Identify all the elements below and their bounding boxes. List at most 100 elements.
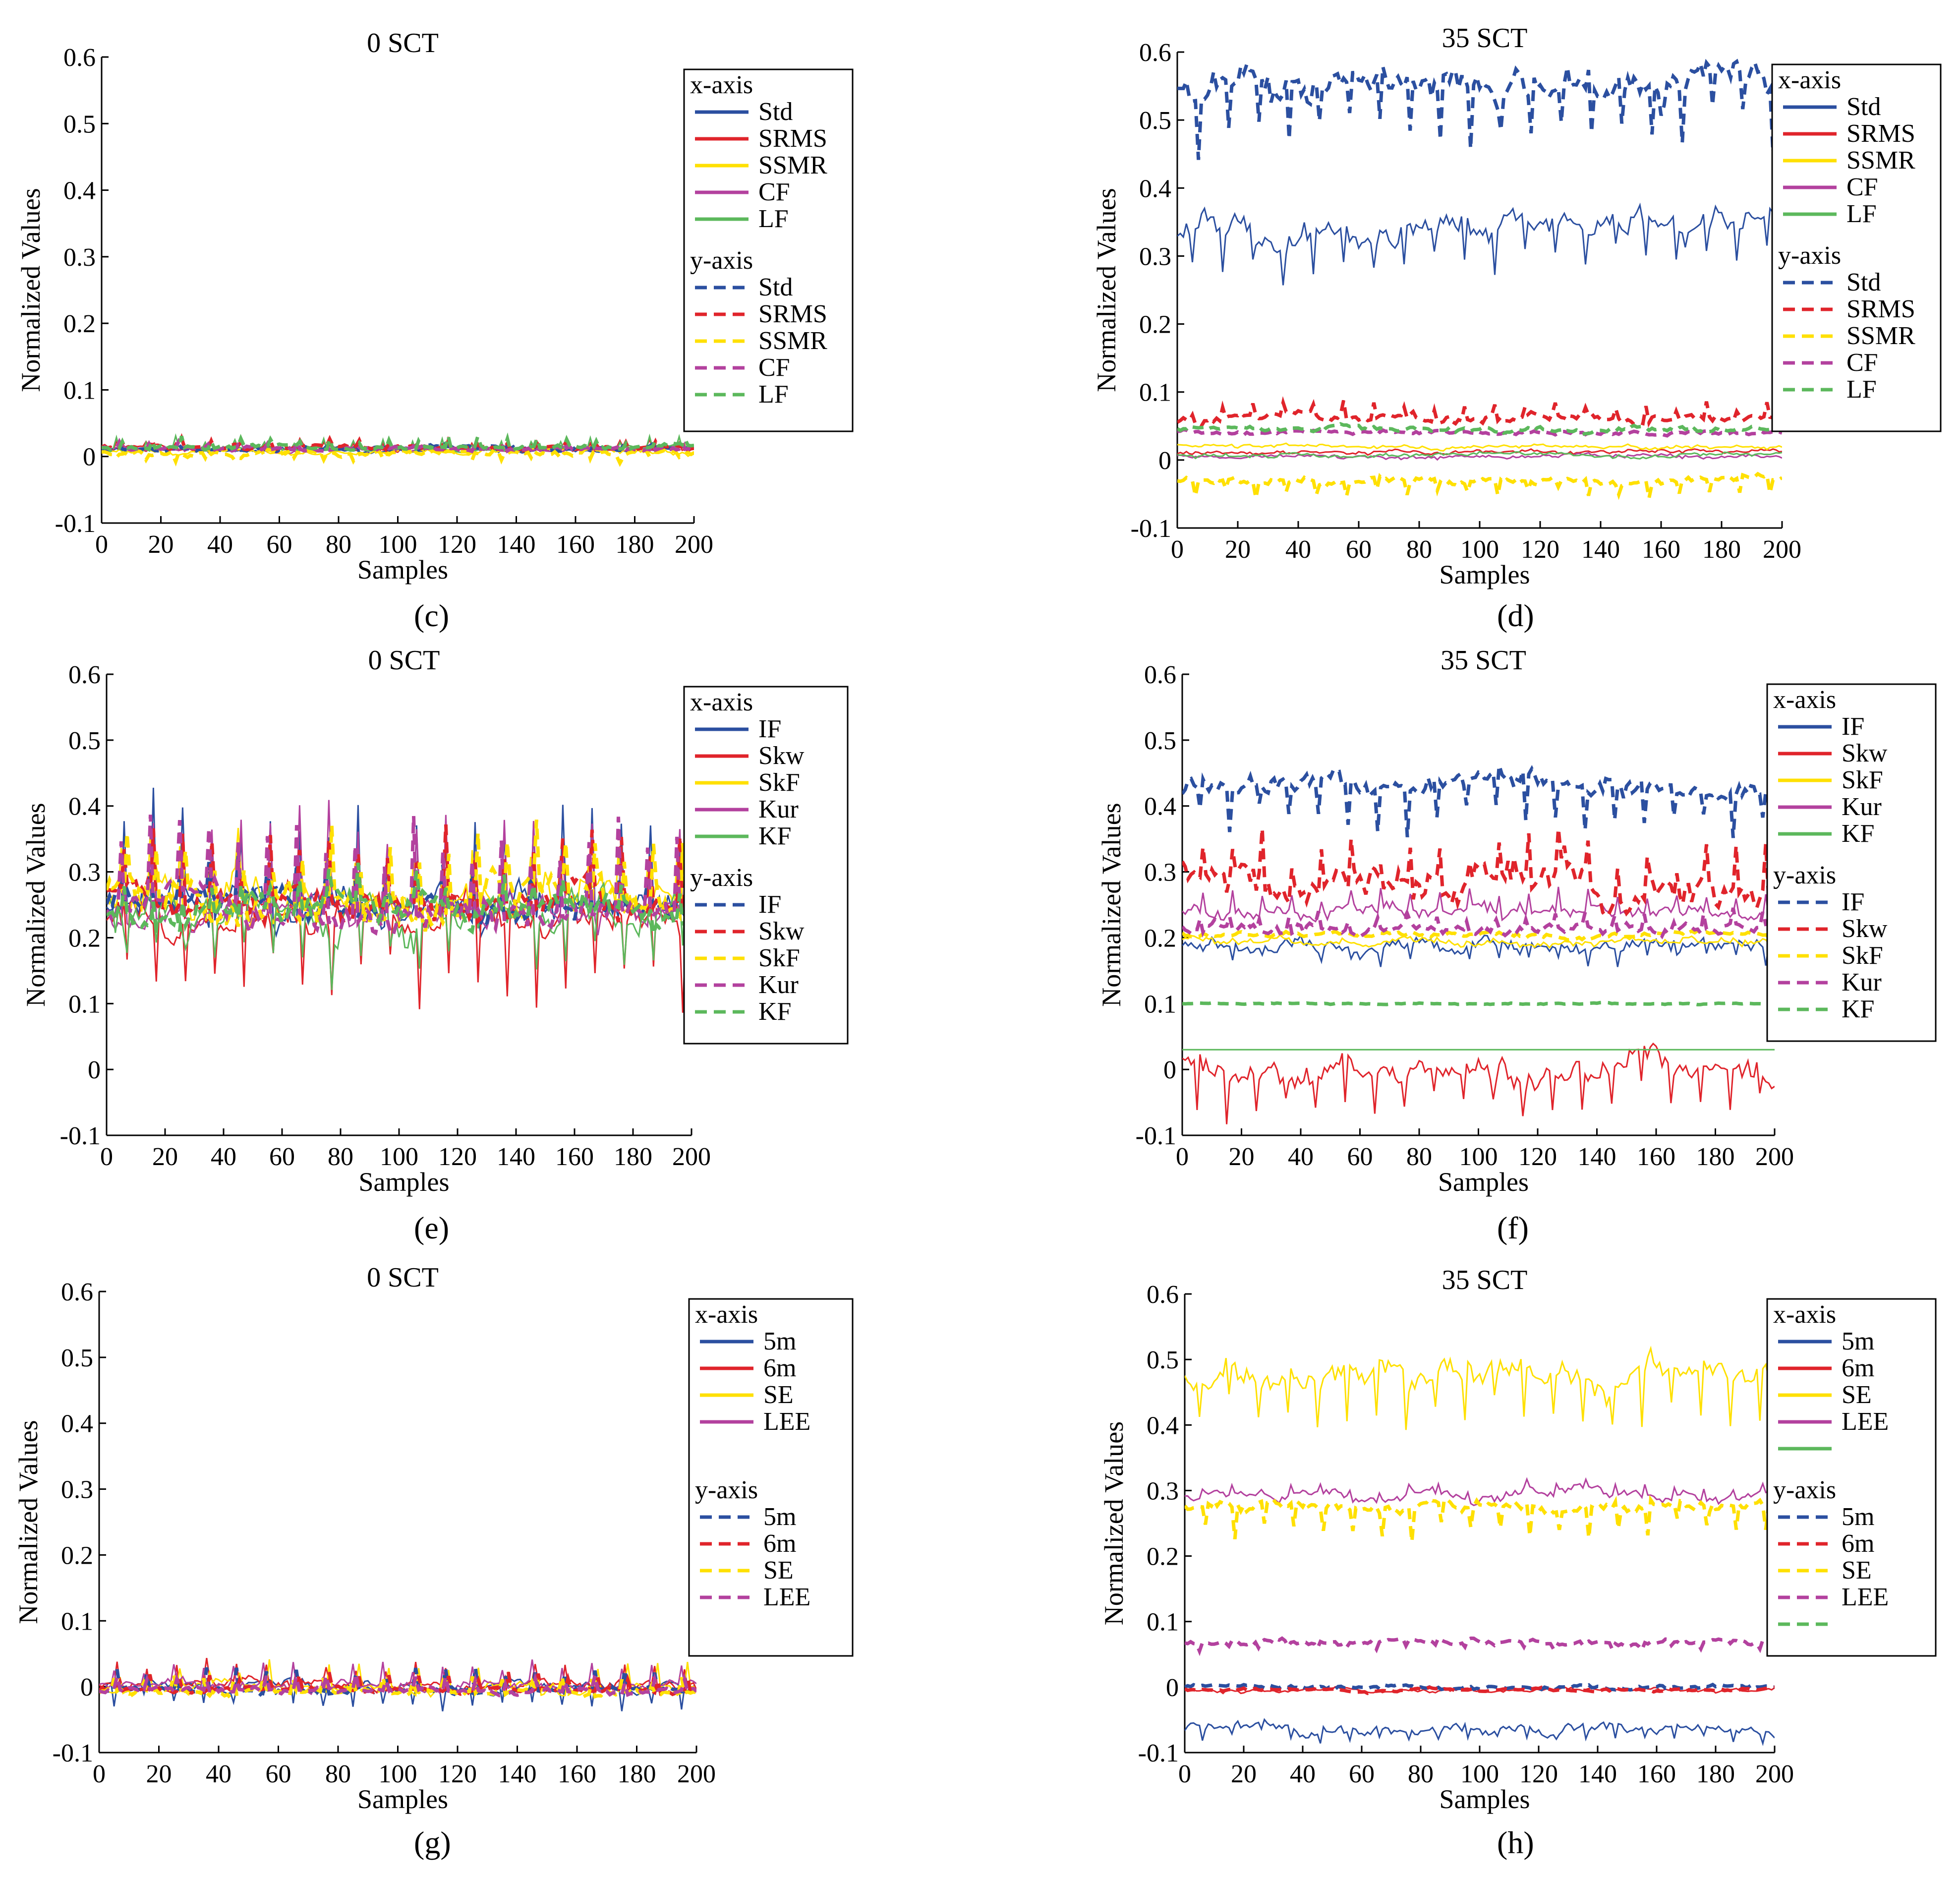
panel-label-f: (f) [1497,1210,1529,1245]
y-tick-label: 0.4 [1139,175,1171,203]
y-tick-label: 0 [83,443,96,471]
x-axis-label: Samples [1440,1784,1530,1814]
legend-label: Kur [1842,793,1882,821]
legend-label: Std [758,98,793,126]
legend-y-title: y-axis [695,1476,758,1504]
legend-label: LEE [763,1408,810,1436]
y-tick-label: 0.5 [1139,107,1171,135]
legend-label: SRMS [1846,119,1915,148]
y-tick-label: 0.5 [1147,1346,1179,1374]
legend-label: CF [1846,173,1878,201]
series-line-y-LEE [99,1672,696,1698]
series-line-x-Kur [1182,886,1775,923]
series-line-x-Std [1177,202,1782,286]
y-tick-label: 0.5 [68,727,101,755]
legend-label: SSMR [1846,322,1915,350]
series-line-y-LF [1177,422,1782,436]
x-tick-label: 20 [146,1760,172,1788]
x-axis-label: Samples [357,555,448,585]
series-line-y-CF [1177,427,1782,438]
x-tick-label: 180 [616,530,654,559]
y-tick-label: -0.1 [60,1122,101,1150]
series-line-y-SSMR [1177,471,1782,502]
legend-label: SRMS [758,300,827,328]
x-tick-label: 120 [438,1143,477,1171]
y-tick-label: 0.5 [63,110,96,138]
x-tick-label: 0 [1171,535,1184,564]
legend-label: SkF [758,944,800,972]
x-tick-label: 60 [269,1143,295,1171]
legend-box [1766,683,1937,1042]
legend-label: CF [758,178,790,206]
x-tick-label: 160 [1637,1143,1675,1171]
x-tick-label: 120 [1519,1760,1558,1788]
y-tick-label: 0 [1166,1674,1179,1702]
y-axis-label: Normalized Values [1096,803,1126,1006]
legend-box [683,68,854,432]
x-tick-label: 100 [380,1143,418,1171]
legend-label: SSMR [758,151,827,179]
x-tick-label: 20 [1229,1143,1255,1171]
series-line-x-LEE [1185,1477,1775,1507]
series-line-y-KF [1182,1000,1775,1006]
x-axis-label: Samples [1440,560,1530,589]
series-line-y-6m [1185,1685,1775,1696]
y-axis-label: Normalized Values [16,188,46,392]
y-tick-label: 0 [1163,1056,1176,1084]
x-tick-label: 200 [677,1760,716,1788]
series-line-y-SkF [107,820,692,934]
series-line-y-SRMS [1177,396,1782,429]
y-tick-label: -0.1 [53,1739,93,1767]
x-tick-label: 0 [93,1760,106,1788]
y-tick-label: 0.1 [1144,990,1176,1018]
legend-label: IF [758,890,781,919]
x-tick-label: 180 [1696,1760,1735,1788]
panel-label-c: (c) [414,598,450,633]
chart-f-group: -0.100.10.20.30.40.50.60 20 40 60 80 100 120 14… [1096,645,1937,1197]
legend-box [1766,1298,1937,1657]
y-tick-label: 0.4 [1147,1411,1179,1440]
panel-label-e: (e) [414,1210,450,1245]
series-line-x-SSMR [1177,442,1782,452]
legend-label: Std [1846,93,1881,121]
y-tick-label: 0.1 [1139,379,1171,407]
legend-label: SkF [758,768,800,797]
legend-y-title: y-axis [1773,861,1836,889]
y-tick-label: 0.2 [1144,924,1176,952]
y-tick-label: 0.6 [63,44,96,72]
x-tick-label: 0 [1178,1760,1191,1788]
x-tick-label: 180 [1702,535,1741,564]
legend-y-title: y-axis [690,246,753,275]
series-line-y-SSMR [102,446,694,467]
chart-title: 35 SCT [1442,1265,1528,1295]
y-tick-label: -0.1 [1131,515,1171,543]
legend-label: LEE [1842,1408,1889,1436]
series-line-y-Std [102,441,694,454]
legend-y-title: y-axis [690,864,753,892]
x-tick-label: 100 [379,530,417,559]
y-tick-label: 0.3 [63,243,96,272]
legend-label: LF [1846,200,1877,228]
legend-box [683,686,849,1045]
series-line-x-Skw [1182,1042,1775,1124]
x-tick-label: 40 [1285,535,1311,564]
x-tick-label: 140 [498,1760,537,1788]
y-tick-label: 0.6 [1139,39,1171,67]
x-axis-label: Samples [1438,1167,1529,1197]
series-line-y-SE [99,1671,696,1703]
legend-label: Std [1846,268,1881,296]
y-axis-label: Normalized Values [21,803,51,1006]
x-tick-label: 40 [1290,1760,1316,1788]
legend-label: KF [1842,820,1874,848]
y-tick-label: -0.1 [1136,1122,1176,1150]
y-tick-label: 0.1 [61,1607,93,1636]
x-tick-label: 160 [1637,1760,1676,1788]
y-axis-label: Normalized Values [13,1420,43,1624]
legend-label: LF [1846,375,1877,404]
x-tick-label: 100 [1460,1760,1499,1788]
x-tick-label: 120 [438,530,476,559]
legend-label: LEE [1842,1583,1889,1611]
y-tick-label: 0.6 [61,1278,93,1306]
legend-label: SE [763,1556,794,1585]
